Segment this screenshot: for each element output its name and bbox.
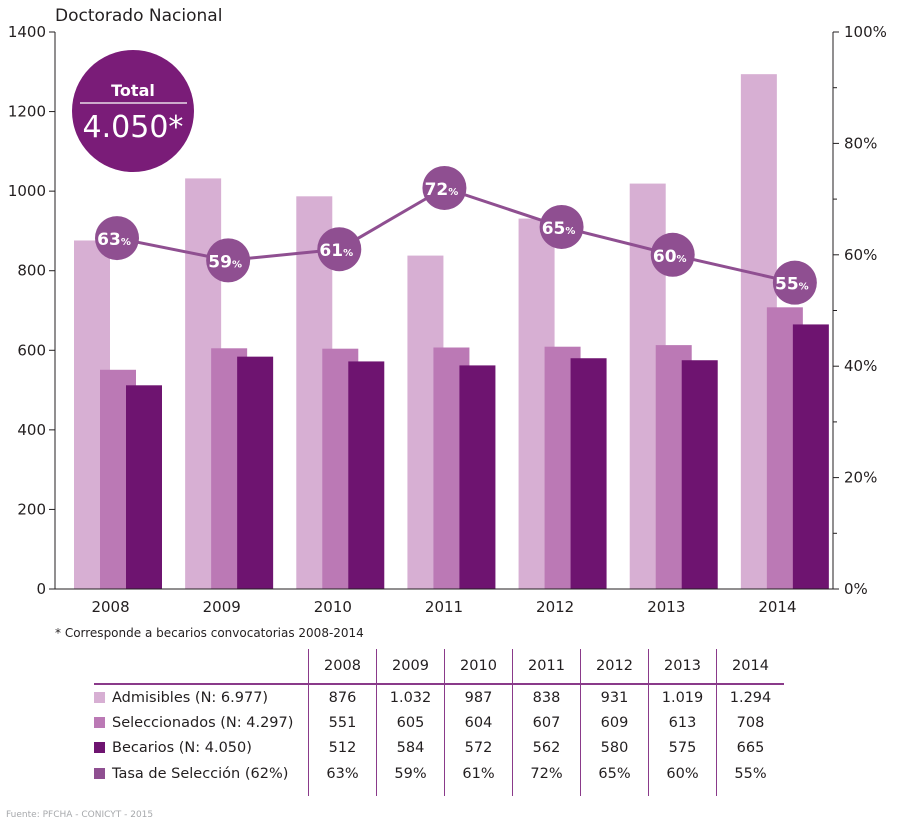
table-cell: 63%: [308, 760, 377, 796]
table-header-year: 2013: [648, 649, 717, 685]
x-tick-label: 2008: [91, 598, 129, 616]
footnote: * Corresponde a becarios convocatorias 2…: [55, 626, 364, 640]
table-cell: 55%: [716, 760, 784, 796]
source-note: Fuente: PFCHA - CONICYT - 2015: [6, 810, 154, 820]
y-left-tick-label: 1200: [8, 103, 46, 121]
y-right-tick-label: 0%: [844, 580, 868, 598]
bar-becarios: [459, 365, 496, 589]
table-row-label: Seleccionados (N: 4.297): [94, 710, 309, 735]
total-badge-value: 4.050*: [83, 110, 184, 145]
selection-rate-marker: [317, 227, 362, 272]
table-row-tasa: Tasa de Selección (62%) 63% 59% 61% 72% …: [94, 760, 784, 796]
table-cell: 572: [444, 735, 513, 760]
y-left-tick-label: 400: [17, 421, 46, 439]
y-left-tick-label: 1000: [8, 182, 46, 200]
total-badge-label: Total: [111, 81, 155, 100]
table-cell: 604: [444, 710, 513, 735]
y-right-tick-label: 80%: [844, 134, 877, 152]
table-cell: 551: [308, 710, 377, 735]
selection-rate-marker: [772, 260, 817, 305]
y-left-tick-label: 800: [17, 262, 46, 280]
y-left-tick-label: 1400: [8, 23, 46, 41]
selection-rate-line: 63%59%61%72%65%60%55%: [95, 165, 817, 305]
table-cell: 1.032: [376, 684, 445, 710]
table-header-year: 2008: [308, 649, 377, 685]
selection-rate-marker: [422, 165, 467, 210]
axes-group: 2008 2009 2010 2011 2012 2013 2014 0 200 400 600 80…: [8, 23, 887, 616]
table-cell: 72%: [512, 760, 581, 796]
table-cell: 1.019: [648, 684, 717, 710]
table-header-year: 2011: [512, 649, 581, 685]
y-right-tick-label: 60%: [844, 246, 877, 264]
table-cell: 584: [376, 735, 445, 760]
selection-rate-marker: [539, 204, 584, 249]
table-header-year: 2010: [444, 649, 513, 685]
total-badge-circle: [72, 50, 194, 172]
table-cell: 60%: [648, 760, 717, 796]
table-cell: 838: [512, 684, 581, 710]
y-right-tick-label: 100%: [844, 23, 887, 41]
selection-rate-marker: [95, 216, 139, 261]
table-cell: 61%: [444, 760, 513, 796]
table-cell: 65%: [580, 760, 649, 796]
legend-swatch: [94, 691, 105, 703]
legend-swatch: [94, 741, 105, 753]
table-cell: 708: [716, 710, 784, 735]
table-header-year: 2012: [580, 649, 649, 685]
table-cell: 512: [308, 735, 377, 760]
legend-swatch: [94, 768, 105, 779]
y-left-tick-label: 0: [36, 580, 46, 598]
table-row-label: Admisibles (N: 6.977): [94, 684, 309, 710]
legend-swatch: [94, 716, 105, 728]
selection-rate-marker: [650, 232, 695, 277]
table-cell: 1.294: [716, 684, 784, 710]
selection-rate-marker: [206, 238, 251, 283]
table-cell: 876: [308, 684, 377, 710]
y-right-tick-label: 40%: [844, 357, 877, 375]
table-cell: 59%: [376, 760, 445, 796]
table-header-blank: [94, 649, 309, 685]
data-table: 2008 2009 2010 2011 2012 2013 2014 Admis…: [94, 649, 784, 796]
table-cell: 607: [512, 710, 581, 735]
y-right-tick-label: 20%: [844, 469, 877, 487]
bar-becarios: [792, 324, 829, 589]
x-tick-label: 2010: [314, 598, 352, 616]
table-row-label: Tasa de Selección (62%): [94, 760, 309, 796]
table-cell: 931: [580, 684, 649, 710]
x-tick-label: 2009: [203, 598, 241, 616]
table-cell: 562: [512, 735, 581, 760]
y-left-tick-label: 600: [17, 341, 46, 359]
bar-becarios: [570, 358, 607, 589]
table-cell: 580: [580, 735, 649, 760]
bars-group: [74, 74, 829, 590]
total-badge: Total 4.050*: [72, 50, 194, 172]
table-cell: 605: [376, 710, 445, 735]
table-row-admisibles: Admisibles (N: 6.977) 876 1.032 987 838 …: [94, 684, 784, 710]
table-header-row: 2008 2009 2010 2011 2012 2013 2014: [94, 649, 784, 685]
x-tick-label: 2011: [425, 598, 463, 616]
table-row-becarios: Becarios (N: 4.050) 512 584 572 562 580 …: [94, 735, 784, 760]
bar-line-chart: Doctorado Nacional 2008 2009 2010 2011 2012 2…: [8, 6, 887, 616]
table-cell: 609: [580, 710, 649, 735]
bar-becarios: [348, 361, 385, 589]
table-cell: 575: [648, 735, 717, 760]
x-tick-label: 2013: [647, 598, 685, 616]
table-header-year: 2014: [716, 649, 784, 685]
table-cell: 987: [444, 684, 513, 710]
table-cell: 665: [716, 735, 784, 760]
table-row-label: Becarios (N: 4.050): [94, 735, 309, 760]
table-header-year: 2009: [376, 649, 445, 685]
bar-becarios: [237, 356, 274, 589]
bar-becarios: [681, 360, 718, 589]
x-tick-label: 2012: [536, 598, 574, 616]
y-left-tick-label: 200: [17, 500, 46, 518]
x-tick-label: 2014: [758, 598, 796, 616]
bar-becarios: [126, 385, 162, 589]
chart-title: Doctorado Nacional: [55, 6, 222, 26]
table-row-seleccionados: Seleccionados (N: 4.297) 551 605 604 607…: [94, 710, 784, 735]
table-cell: 613: [648, 710, 717, 735]
